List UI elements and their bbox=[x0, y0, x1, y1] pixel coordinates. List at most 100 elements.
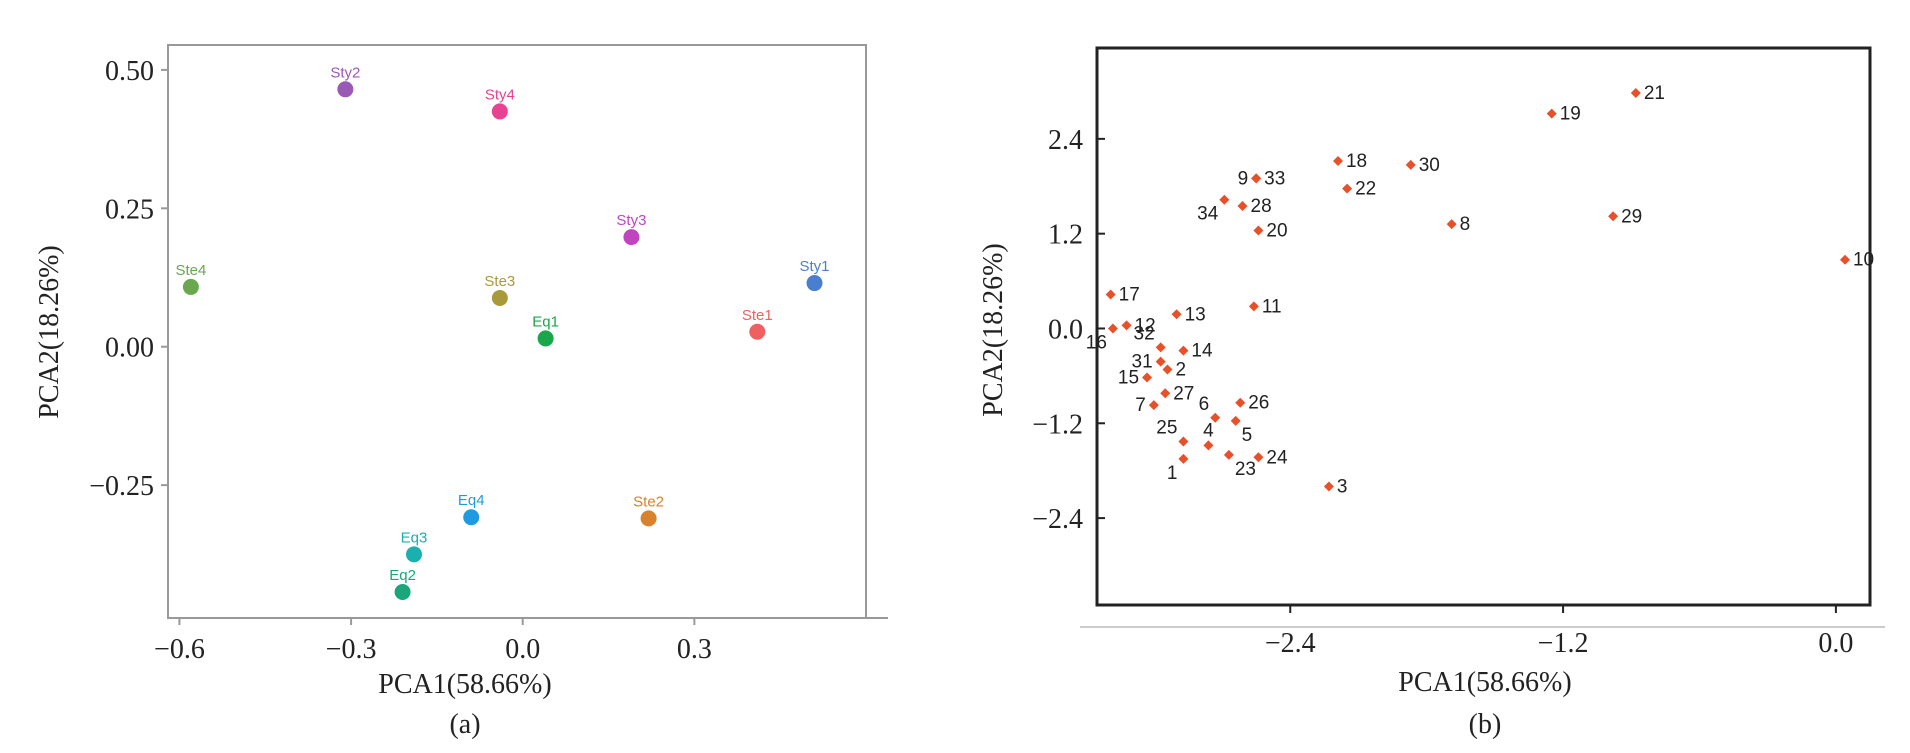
point-label-ste1: Ste1 bbox=[742, 307, 773, 324]
point-b-27 bbox=[1160, 388, 1171, 399]
point-label-sty4: Sty4 bbox=[485, 86, 515, 103]
panel-a: −0.6 −0.3 0.0 0.3 0.500.250.00−0.25 Sty2Sty… bbox=[34, 44, 888, 740]
x-tick-label-b: −1.2 bbox=[1538, 628, 1589, 659]
point-label-b-34: 34 bbox=[1197, 204, 1219, 225]
point-label-b-22: 22 bbox=[1355, 179, 1376, 200]
y-ticks-a: 0.50 0.25 0.00 −0.25 bbox=[89, 56, 168, 502]
x-tick-label-a: 0.3 bbox=[677, 634, 712, 665]
point-label-b-5: 5 bbox=[1242, 425, 1253, 446]
point-label-b-6: 6 bbox=[1199, 394, 1210, 415]
point-label-b-16: 16 bbox=[1086, 332, 1107, 353]
point-label-b-29: 29 bbox=[1621, 206, 1642, 227]
point-b-18 bbox=[1332, 155, 1343, 166]
x-ticks-b: −2.4 −1.2 0.0 bbox=[1265, 605, 1853, 659]
point-label-b-32: 32 bbox=[1134, 323, 1155, 344]
point-eq1 bbox=[537, 330, 554, 347]
point-label-b-7: 7 bbox=[1135, 395, 1146, 416]
x-tick-label-a: −0.3 bbox=[326, 634, 377, 665]
point-b-8 bbox=[1446, 219, 1457, 230]
point-eq4 bbox=[463, 509, 480, 526]
point-label-ste2: Ste2 bbox=[633, 493, 664, 510]
point-b-11 bbox=[1248, 301, 1259, 312]
point-b-5 bbox=[1230, 415, 1241, 426]
point-b-22 bbox=[1342, 183, 1353, 194]
point-label-b-31: 31 bbox=[1132, 352, 1153, 373]
point-label-b-30: 30 bbox=[1419, 155, 1440, 176]
point-label-b-9: 9 bbox=[1238, 168, 1249, 189]
y-tick-label-b: 0.0 bbox=[1048, 314, 1083, 345]
panel-label-b: (b) bbox=[1469, 709, 1502, 740]
point-label-b-12: 12 bbox=[1135, 315, 1156, 336]
point-label-b-17: 17 bbox=[1119, 285, 1140, 306]
point-b-31 bbox=[1155, 356, 1166, 367]
point-sty1 bbox=[806, 275, 823, 292]
point-label-eq4: Eq4 bbox=[458, 492, 485, 509]
y-tick-label-b: 1.2 bbox=[1048, 220, 1083, 251]
point-sty2 bbox=[337, 81, 354, 98]
point-label-b-21: 21 bbox=[1644, 83, 1665, 104]
point-b-3 bbox=[1323, 481, 1334, 492]
point-b-7 bbox=[1148, 400, 1159, 411]
point-b-16 bbox=[1107, 323, 1118, 334]
y-axis-label-a: PCA2(18.26%) bbox=[34, 245, 65, 418]
point-label-sty3: Sty3 bbox=[616, 212, 646, 229]
point-b-13 bbox=[1171, 309, 1182, 320]
point-label-b-24: 24 bbox=[1266, 447, 1288, 468]
point-label-b-3: 3 bbox=[1337, 476, 1348, 497]
point-b-17 bbox=[1105, 289, 1116, 300]
point-b-20 bbox=[1253, 225, 1264, 236]
y-tick-label-b: −1.2 bbox=[1032, 409, 1083, 440]
point-b-32 bbox=[1155, 342, 1166, 353]
x-tick-label-a: −0.6 bbox=[154, 634, 205, 665]
point-b-2 bbox=[1162, 364, 1173, 375]
y-tick-label-a: 0.25 bbox=[105, 194, 154, 225]
point-label-b-33: 33 bbox=[1264, 168, 1285, 189]
points-a: Sty2 Sty4 Sty3 Sty1 Ste4 Ste3 Eq1 Ste1 Eq4 Ste2 Eq… bbox=[175, 64, 830, 600]
point-eq3 bbox=[406, 546, 423, 563]
point-b-24 bbox=[1253, 452, 1264, 463]
point-ste2 bbox=[640, 510, 657, 527]
point-label-b-18: 18 bbox=[1346, 151, 1367, 172]
point-b-10 bbox=[1839, 254, 1850, 265]
point-label-b-15: 15 bbox=[1118, 367, 1139, 388]
x-axis-label-a: PCA1(58.66%) bbox=[378, 669, 551, 700]
point-label-b-11: 11 bbox=[1262, 296, 1282, 317]
point-b-19 bbox=[1546, 108, 1557, 119]
point-label-b-25: 25 bbox=[1156, 417, 1177, 438]
point-b-12 bbox=[1121, 320, 1132, 331]
point-label-b-28: 28 bbox=[1251, 196, 1272, 217]
x-axis-label-b: PCA1(58.66%) bbox=[1398, 667, 1571, 698]
point-b-15 bbox=[1142, 372, 1153, 383]
point-eq2 bbox=[394, 583, 411, 600]
point-label-ste4: Ste4 bbox=[175, 262, 206, 279]
y-tick-label-b: 2.4 bbox=[1048, 125, 1083, 156]
point-b-34 bbox=[1219, 194, 1230, 205]
point-label-b-27: 27 bbox=[1173, 383, 1194, 404]
point-label-b-19: 19 bbox=[1560, 104, 1581, 125]
point-b-4 bbox=[1203, 440, 1214, 451]
point-label-b-4: 4 bbox=[1203, 420, 1214, 441]
point-b-28 bbox=[1237, 201, 1248, 212]
point-label-sty1: Sty1 bbox=[800, 258, 830, 275]
point-b-23 bbox=[1223, 449, 1234, 460]
point-b-26 bbox=[1235, 397, 1246, 408]
plot-area-b bbox=[1095, 46, 1872, 607]
y-axis-label-b: PCA2(18.26%) bbox=[978, 243, 1009, 416]
point-label-b-14: 14 bbox=[1191, 341, 1213, 362]
point-label-eq2: Eq2 bbox=[389, 567, 416, 584]
point-label-ste3: Ste3 bbox=[484, 273, 515, 290]
point-label-b-23: 23 bbox=[1235, 459, 1256, 480]
point-label-eq1: Eq1 bbox=[532, 313, 559, 330]
x-tick-label-a: 0.0 bbox=[505, 634, 540, 665]
panel-label-a: (a) bbox=[449, 709, 480, 740]
point-b-25 bbox=[1178, 436, 1189, 447]
point-label-b-1: 1 bbox=[1167, 463, 1178, 484]
point-label-b-20: 20 bbox=[1266, 221, 1287, 242]
point-label-b-2: 2 bbox=[1175, 360, 1186, 381]
point-b-6 bbox=[1210, 412, 1221, 423]
point-b-30 bbox=[1405, 159, 1416, 170]
point-b-21 bbox=[1630, 88, 1641, 99]
point-label-b-10: 10 bbox=[1853, 250, 1874, 271]
